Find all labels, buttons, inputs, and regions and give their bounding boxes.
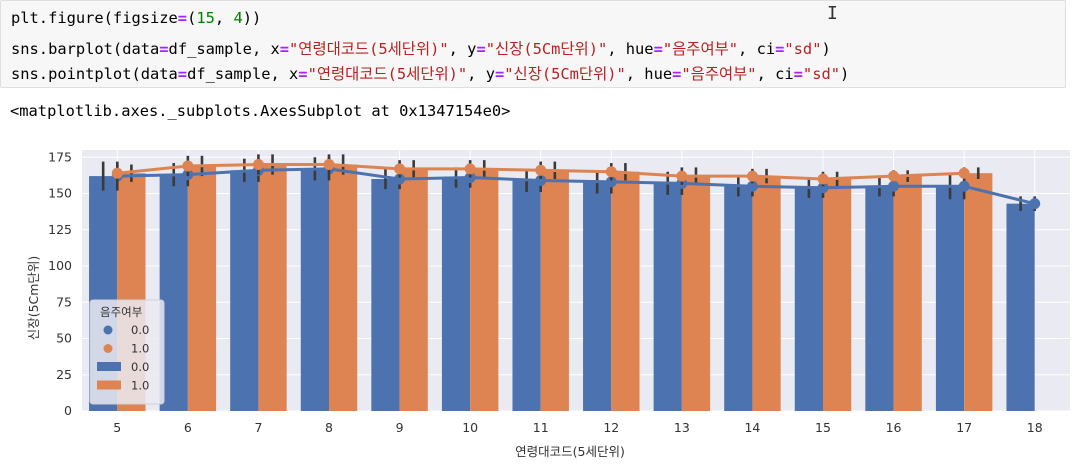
bar-series-1.0-12	[611, 171, 640, 411]
bar-series-1.0-9	[399, 168, 428, 411]
bar-series-1.0-7	[258, 164, 287, 411]
bar-series-0.0-15	[794, 187, 823, 411]
x-tick-label: 15	[815, 420, 831, 435]
bar-series-0.0-9	[371, 179, 400, 411]
text-cursor-icon: I	[827, 3, 838, 24]
x-tick-label: 10	[462, 420, 478, 435]
legend-point-swatch	[103, 344, 113, 353]
bar-series-0.0-12	[583, 181, 612, 411]
point-marker-series-1.0-10	[464, 163, 476, 175]
x-tick-label: 6	[184, 420, 192, 435]
code-line-3: sns.pointplot(data=df_sample, x="연령대코드(5…	[11, 65, 850, 83]
legend-label: 1.0	[131, 379, 149, 393]
x-tick-label: 12	[603, 420, 619, 435]
bar-series-0.0-16	[865, 186, 894, 411]
bar-series-1.0-13	[681, 176, 711, 411]
x-tick-label: 17	[956, 420, 972, 435]
code-cell[interactable]: plt.figure(figsize=(15, 4)) sns.barplot(…	[0, 0, 1066, 88]
legend-bar-swatch	[97, 380, 121, 390]
point-marker-series-0.0-18	[1029, 198, 1041, 210]
bar-series-1.0-8	[329, 164, 358, 411]
bar-series-0.0-11	[512, 180, 541, 411]
y-tick-label: 100	[48, 258, 72, 273]
bar-series-1.0-6	[187, 165, 217, 411]
point-marker-series-0.0-11	[535, 174, 547, 186]
point-marker-series-1.0-14	[746, 170, 758, 182]
bar-series-0.0-17	[935, 186, 965, 411]
point-marker-series-1.0-16	[888, 170, 900, 182]
x-tick-label: 5	[113, 420, 121, 435]
legend: 음주여부 0.0 1.0 0.0 1.0	[89, 299, 165, 405]
y-tick-label: 150	[48, 186, 72, 201]
point-marker-series-1.0-15	[817, 173, 829, 185]
x-tick-label: 16	[886, 420, 902, 435]
point-line-series-0.0	[117, 167, 1036, 206]
bar-series-1.0-16	[893, 176, 922, 411]
point-marker-series-1.0-9	[394, 163, 406, 175]
legend-label: 1.0	[131, 342, 149, 356]
bar-series-0.0-7	[230, 170, 259, 411]
point-marker-series-1.0-12	[605, 166, 617, 178]
x-axis-label: 연령대코드(5세단위)	[515, 444, 625, 459]
point-marker-series-1.0-17	[958, 167, 970, 179]
point-marker-series-0.0-15	[817, 182, 829, 194]
bar-series-0.0-10	[441, 177, 471, 411]
bar-series-0.0-14	[724, 186, 753, 411]
code-line-2: sns.barplot(data=df_sample, x="연령대코드(5세단…	[11, 40, 831, 58]
point-marker-series-0.0-9	[394, 173, 406, 185]
bar-series-0.0-18	[1006, 203, 1035, 411]
point-marker-series-1.0-7	[252, 159, 264, 170]
x-tick-label: 7	[254, 420, 262, 435]
bar-series-1.0-15	[823, 179, 852, 411]
y-axis-label: 신장(5Cm단위)	[26, 256, 41, 341]
point-marker-series-0.0-10	[464, 172, 476, 184]
x-tick-label: 11	[533, 420, 549, 435]
bar-point-chart: 0 25 50 75 100 125 150 175 5 6 7 8 9 10 11 12 13 14 15 16 17…	[26, 149, 1070, 459]
point-marker-series-1.0-5	[111, 167, 123, 179]
bar-series-0.0-13	[653, 183, 682, 411]
point-marker-series-1.0-11	[535, 164, 547, 176]
point-marker-series-0.0-16	[888, 180, 900, 192]
legend-bar-swatch	[97, 362, 121, 371]
output-repr-text: <matplotlib.axes._subplots.AxesSubplot a…	[10, 102, 511, 120]
bar-series-1.0-10	[470, 168, 499, 411]
bar-series-0.0-8	[300, 168, 329, 411]
y-tick-label: 175	[48, 149, 72, 164]
bar-series-1.0-17	[964, 173, 993, 411]
legend-label: 0.0	[131, 360, 149, 374]
y-tick-label: 0	[64, 403, 72, 418]
point-marker-series-0.0-12	[605, 176, 617, 188]
y-tick-label: 50	[56, 331, 72, 346]
point-marker-series-0.0-17	[958, 180, 970, 192]
x-tick-label: 14	[744, 420, 760, 435]
y-tick-label: 75	[56, 294, 72, 309]
x-tick-label: 9	[396, 420, 404, 435]
legend-point-swatch	[103, 325, 113, 335]
x-tick-label: 18	[1027, 420, 1043, 435]
point-marker-series-0.0-14	[746, 180, 758, 192]
point-marker-series-1.0-8	[323, 159, 335, 170]
y-tick-label: 125	[48, 222, 72, 237]
x-tick-label: 8	[325, 420, 333, 435]
y-tick-label: 25	[56, 367, 72, 382]
code-line-1: plt.figure(figsize=(15, 4))	[11, 9, 262, 27]
legend-title: 음주여부	[100, 305, 142, 319]
plot-area: 0 25 50 75 100 125 150 175 5 6 7 8 9 10 11 12 13 14 15 16 17…	[48, 149, 1070, 435]
point-marker-series-1.0-13	[676, 170, 688, 182]
bar-series-1.0-14	[752, 176, 781, 411]
x-tick-label: 13	[674, 420, 690, 435]
legend-label: 0.0	[131, 323, 149, 337]
point-marker-series-1.0-6	[182, 160, 194, 172]
bar-series-1.0-11	[540, 170, 569, 411]
